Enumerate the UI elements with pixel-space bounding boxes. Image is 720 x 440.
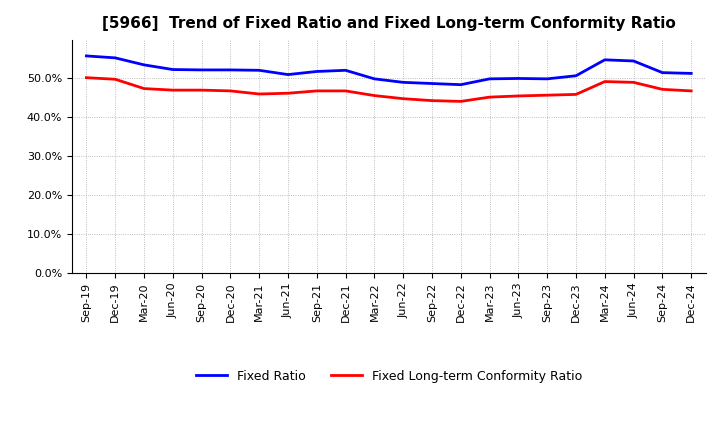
Fixed Long-term Conformity Ratio [197,88,206,93]
Fixed Long-term Conformity Ratio [140,86,148,91]
Fixed Ratio [600,57,609,62]
Fixed Ratio [197,67,206,73]
Fixed Long-term Conformity Ratio [284,91,292,96]
Fixed Ratio [456,82,465,87]
Fixed Ratio [255,68,264,73]
Fixed Long-term Conformity Ratio [399,96,408,101]
Fixed Ratio [658,70,667,75]
Fixed Long-term Conformity Ratio [456,99,465,104]
Fixed Long-term Conformity Ratio [255,92,264,97]
Fixed Ratio [82,53,91,59]
Fixed Ratio [140,62,148,67]
Line: Fixed Ratio: Fixed Ratio [86,56,691,84]
Fixed Ratio [514,76,523,81]
Fixed Long-term Conformity Ratio [111,77,120,82]
Fixed Ratio [399,80,408,85]
Fixed Long-term Conformity Ratio [658,87,667,92]
Fixed Long-term Conformity Ratio [370,93,379,98]
Title: [5966]  Trend of Fixed Ratio and Fixed Long-term Conformity Ratio: [5966] Trend of Fixed Ratio and Fixed Lo… [102,16,675,32]
Fixed Ratio [687,71,696,76]
Fixed Long-term Conformity Ratio [312,88,321,94]
Fixed Long-term Conformity Ratio [82,75,91,81]
Fixed Long-term Conformity Ratio [428,98,436,103]
Fixed Long-term Conformity Ratio [629,80,638,85]
Fixed Long-term Conformity Ratio [341,88,350,94]
Fixed Ratio [629,59,638,64]
Fixed Long-term Conformity Ratio [600,79,609,84]
Fixed Long-term Conformity Ratio [168,88,177,93]
Fixed Long-term Conformity Ratio [514,93,523,99]
Fixed Long-term Conformity Ratio [543,92,552,98]
Fixed Ratio [543,76,552,81]
Fixed Ratio [312,69,321,74]
Fixed Long-term Conformity Ratio [572,92,580,97]
Fixed Ratio [168,67,177,72]
Fixed Ratio [111,55,120,61]
Fixed Ratio [370,76,379,81]
Fixed Ratio [226,67,235,73]
Fixed Long-term Conformity Ratio [485,95,494,100]
Fixed Ratio [485,76,494,81]
Fixed Ratio [284,72,292,77]
Fixed Long-term Conformity Ratio [226,88,235,94]
Line: Fixed Long-term Conformity Ratio: Fixed Long-term Conformity Ratio [86,78,691,101]
Legend: Fixed Ratio, Fixed Long-term Conformity Ratio: Fixed Ratio, Fixed Long-term Conformity … [191,365,587,388]
Fixed Ratio [341,68,350,73]
Fixed Ratio [572,73,580,78]
Fixed Long-term Conformity Ratio [687,88,696,94]
Fixed Ratio [428,81,436,86]
